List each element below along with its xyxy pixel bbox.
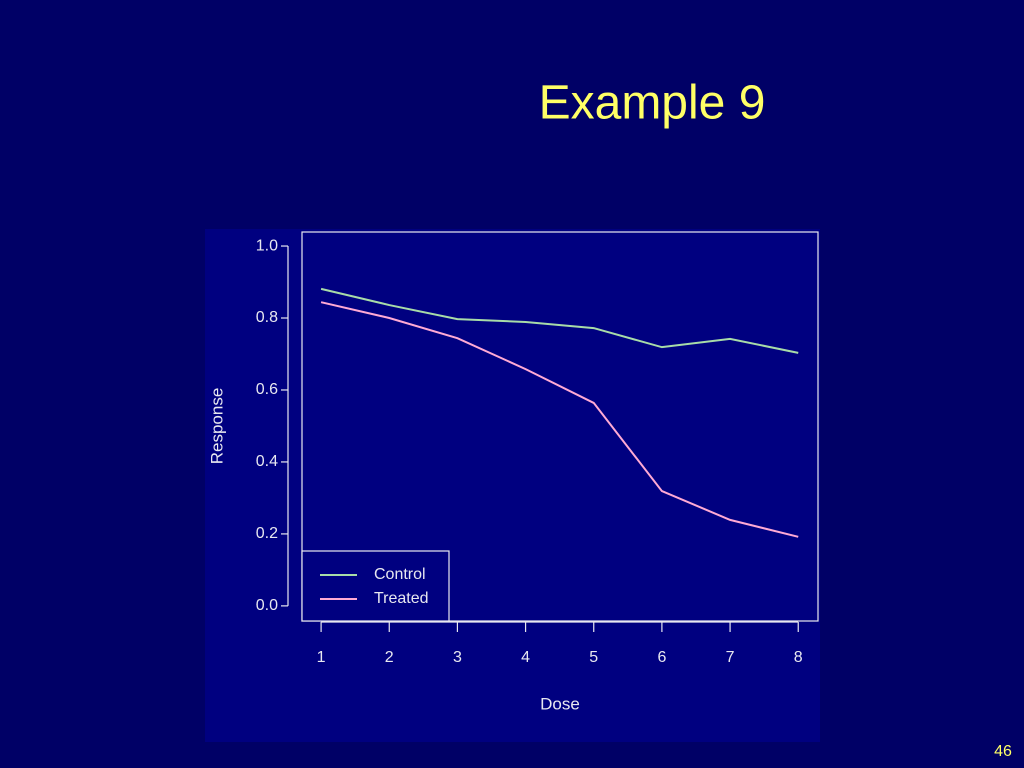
x-tick-label: 7 (726, 649, 735, 666)
x-tick-label: 2 (385, 649, 394, 666)
x-axis-label: Dose (540, 694, 580, 713)
y-tick-label: 0.0 (256, 597, 278, 614)
y-tick-label: 0.4 (256, 453, 278, 470)
legend-label: Treated (374, 590, 429, 607)
y-tick-label: 1.0 (256, 237, 278, 254)
data-line (320, 301, 799, 538)
page-number: 46 (994, 743, 1012, 760)
y-tick-label: 0.6 (256, 381, 278, 398)
legend-label: Control (374, 566, 426, 583)
y-tick-label: 0.2 (256, 525, 278, 542)
y-tick-label: 0.8 (256, 309, 278, 326)
plot-frame (301, 231, 819, 622)
x-tick-label: 6 (657, 649, 666, 666)
x-tick-label: 8 (794, 649, 803, 666)
x-tick-label: 4 (521, 649, 530, 666)
x-tick-label: 1 (317, 649, 326, 666)
x-tick-label: 5 (589, 649, 598, 666)
data-line (320, 287, 799, 354)
legend-box (301, 550, 450, 622)
slide-title: Example 9 (539, 77, 766, 130)
x-tick-label: 3 (453, 649, 462, 666)
chart-panel (205, 229, 820, 742)
y-axis-label: Response (207, 388, 226, 465)
